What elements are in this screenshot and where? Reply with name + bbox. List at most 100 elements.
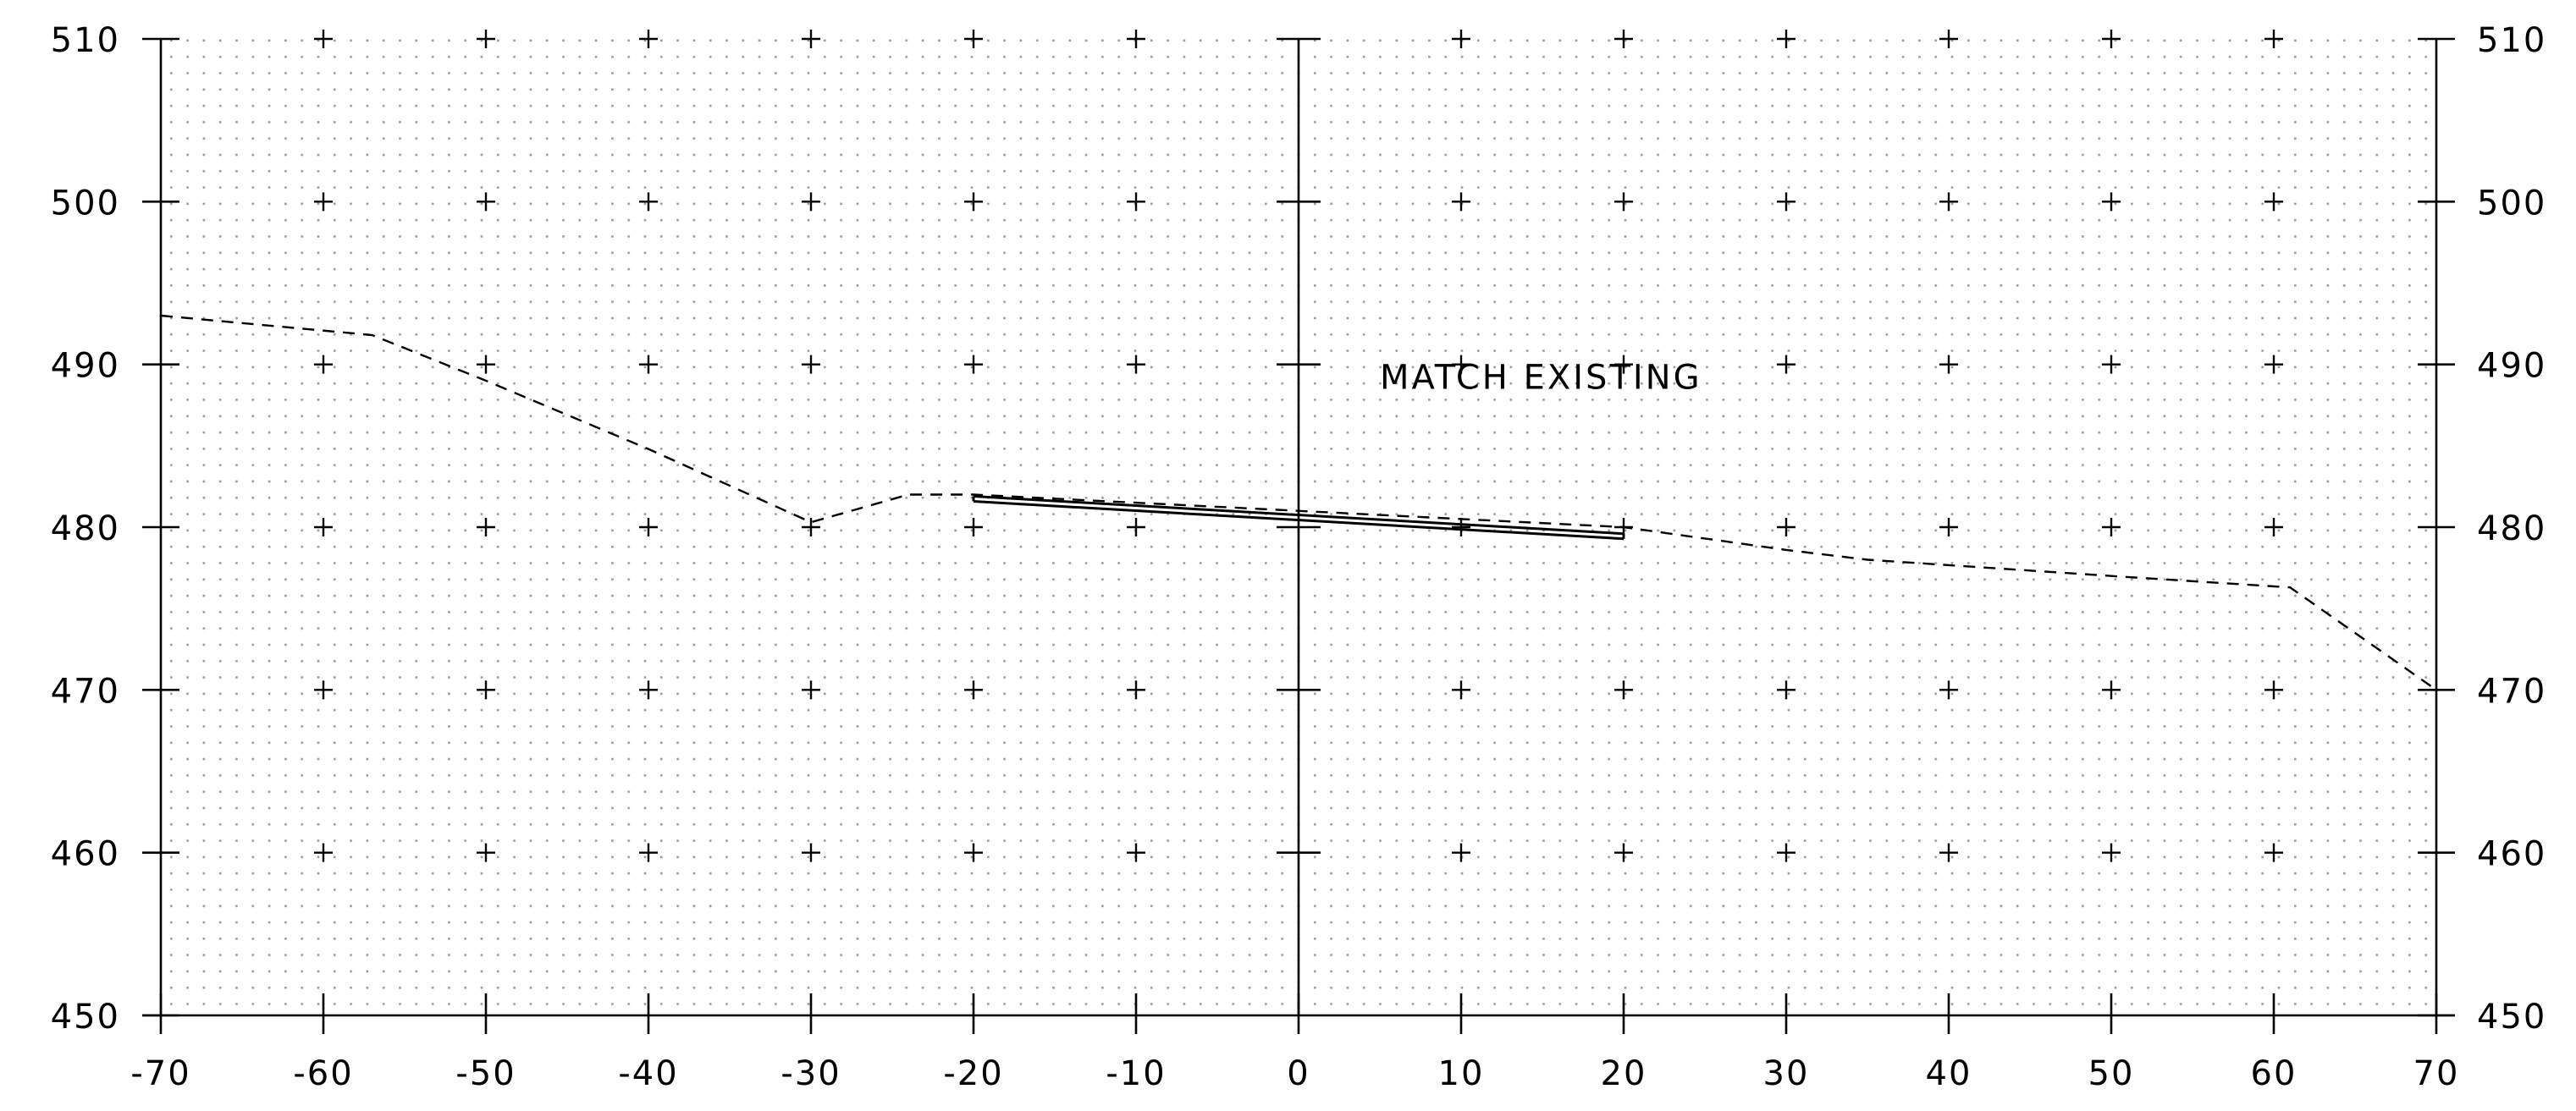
proposed-surface-line-top — [973, 495, 1624, 536]
grid-cross — [2102, 355, 2121, 374]
x-tick-label: 10 — [1438, 1054, 1485, 1093]
grid-cross — [314, 843, 333, 862]
annotations: MATCH EXISTING — [1380, 359, 1702, 398]
grid-cross — [639, 30, 658, 48]
x-tick-label: 20 — [1601, 1054, 1647, 1093]
grid-cross — [2102, 843, 2121, 862]
grid-cross — [802, 192, 820, 212]
grid-cross — [1777, 843, 1795, 862]
grid-cross — [802, 518, 820, 536]
y-tick-label-left: 490 — [51, 347, 120, 386]
grid-cross — [477, 192, 495, 212]
x-tick-label: 40 — [1926, 1054, 1972, 1093]
grid-cross — [2102, 518, 2121, 536]
y-tick-label-left: 470 — [51, 672, 120, 711]
grid-cross — [1127, 680, 1145, 700]
match-existing-label: MATCH EXISTING — [1380, 359, 1702, 398]
grid-cross — [639, 355, 658, 374]
grid-cross — [1614, 680, 1633, 700]
grid-cross — [1614, 355, 1633, 374]
grid-cross — [1452, 192, 1470, 212]
grid-cross — [1452, 680, 1470, 700]
grid-cross — [639, 192, 658, 212]
grid-cross — [1939, 192, 1958, 212]
x-tick-label: -70 — [130, 1054, 190, 1093]
grid-cross — [2102, 192, 2121, 212]
grid-cross — [1939, 355, 1958, 374]
grid-cross — [314, 518, 333, 536]
tick-labels: -70 -60 -50 -40 -30 -20 -10 0 10 20 30 40 50 60 70 450 4… — [51, 21, 2546, 1093]
y-tick-label-right: 460 — [2477, 835, 2546, 874]
x-tick-label: -40 — [618, 1054, 678, 1093]
grid-cross — [2102, 680, 2121, 700]
grid-cross — [1777, 192, 1795, 212]
chart-series — [160, 314, 2437, 691]
grid-cross — [2264, 680, 2283, 700]
grid-cross — [477, 30, 495, 48]
x-tick-label: 70 — [2413, 1054, 2460, 1093]
grid-cross — [2264, 192, 2283, 212]
grid-cross — [802, 843, 820, 862]
grid-cross — [314, 192, 333, 212]
grid-cross — [802, 30, 820, 48]
grid-cross — [964, 192, 983, 212]
x-tick-label: -60 — [293, 1054, 353, 1093]
x-tick-label: 60 — [2251, 1054, 2297, 1093]
grid-cross — [1939, 30, 1958, 48]
grid-cross — [477, 680, 495, 700]
grid-cross — [477, 518, 495, 536]
grid-cross — [1939, 680, 1958, 700]
grid-cross — [1452, 518, 1470, 536]
grid-cross — [477, 843, 495, 862]
grid-cross — [639, 680, 658, 700]
x-tick-label: -10 — [1106, 1054, 1166, 1093]
grid-cross — [1452, 355, 1470, 374]
y-tick-label-right: 470 — [2477, 672, 2546, 711]
y-tick-label-right: 450 — [2477, 998, 2546, 1037]
grid-crosses — [314, 30, 2283, 862]
grid-cross — [964, 680, 983, 700]
y-tick-label-left: 500 — [51, 184, 120, 223]
grid-cross — [1777, 30, 1795, 48]
x-tick-label: -50 — [455, 1054, 516, 1093]
grid-cross — [1452, 843, 1470, 862]
y-tick-label-left: 460 — [51, 835, 120, 874]
grid-cross — [802, 680, 820, 700]
y-tick-label-right: 480 — [2477, 509, 2546, 548]
grid-cross — [2264, 843, 2283, 862]
grid-cross — [964, 30, 983, 48]
grid-cross — [1939, 518, 1958, 536]
y-tick-label-right: 500 — [2477, 184, 2546, 223]
grid-cross — [964, 518, 983, 536]
grid-cross — [314, 680, 333, 700]
y-tick-label-right: 490 — [2477, 347, 2546, 386]
x-tick-label: -30 — [781, 1054, 841, 1093]
grid-cross — [2102, 30, 2121, 48]
grid-cross — [639, 518, 658, 536]
grid-cross — [1127, 30, 1145, 48]
grid-cross — [1614, 192, 1633, 212]
grid-cross — [2264, 355, 2283, 374]
x-tick-label: -20 — [943, 1054, 1003, 1093]
grid-cross — [314, 355, 333, 374]
grid-cross — [1127, 355, 1145, 374]
grid-cross — [802, 355, 820, 374]
grid-cross — [1777, 680, 1795, 700]
existing-ground-line — [160, 314, 2437, 691]
grid-cross — [2264, 518, 2283, 536]
x-tick-label: 0 — [1287, 1054, 1310, 1093]
grid-cross — [1127, 843, 1145, 862]
chart-axes — [142, 37, 2455, 1034]
x-tick-label: 50 — [2088, 1054, 2135, 1093]
y-tick-label-left: 510 — [51, 21, 120, 60]
y-tick-label-right: 510 — [2477, 21, 2546, 60]
grid-cross — [1777, 355, 1795, 374]
grid-cross — [1614, 30, 1633, 48]
grid-cross — [2264, 30, 2283, 48]
grid-cross — [639, 843, 658, 862]
grid-cross — [1939, 843, 1958, 862]
grid-cross — [477, 355, 495, 374]
x-tick-label: 30 — [1763, 1054, 1810, 1093]
grid-cross — [964, 355, 983, 374]
